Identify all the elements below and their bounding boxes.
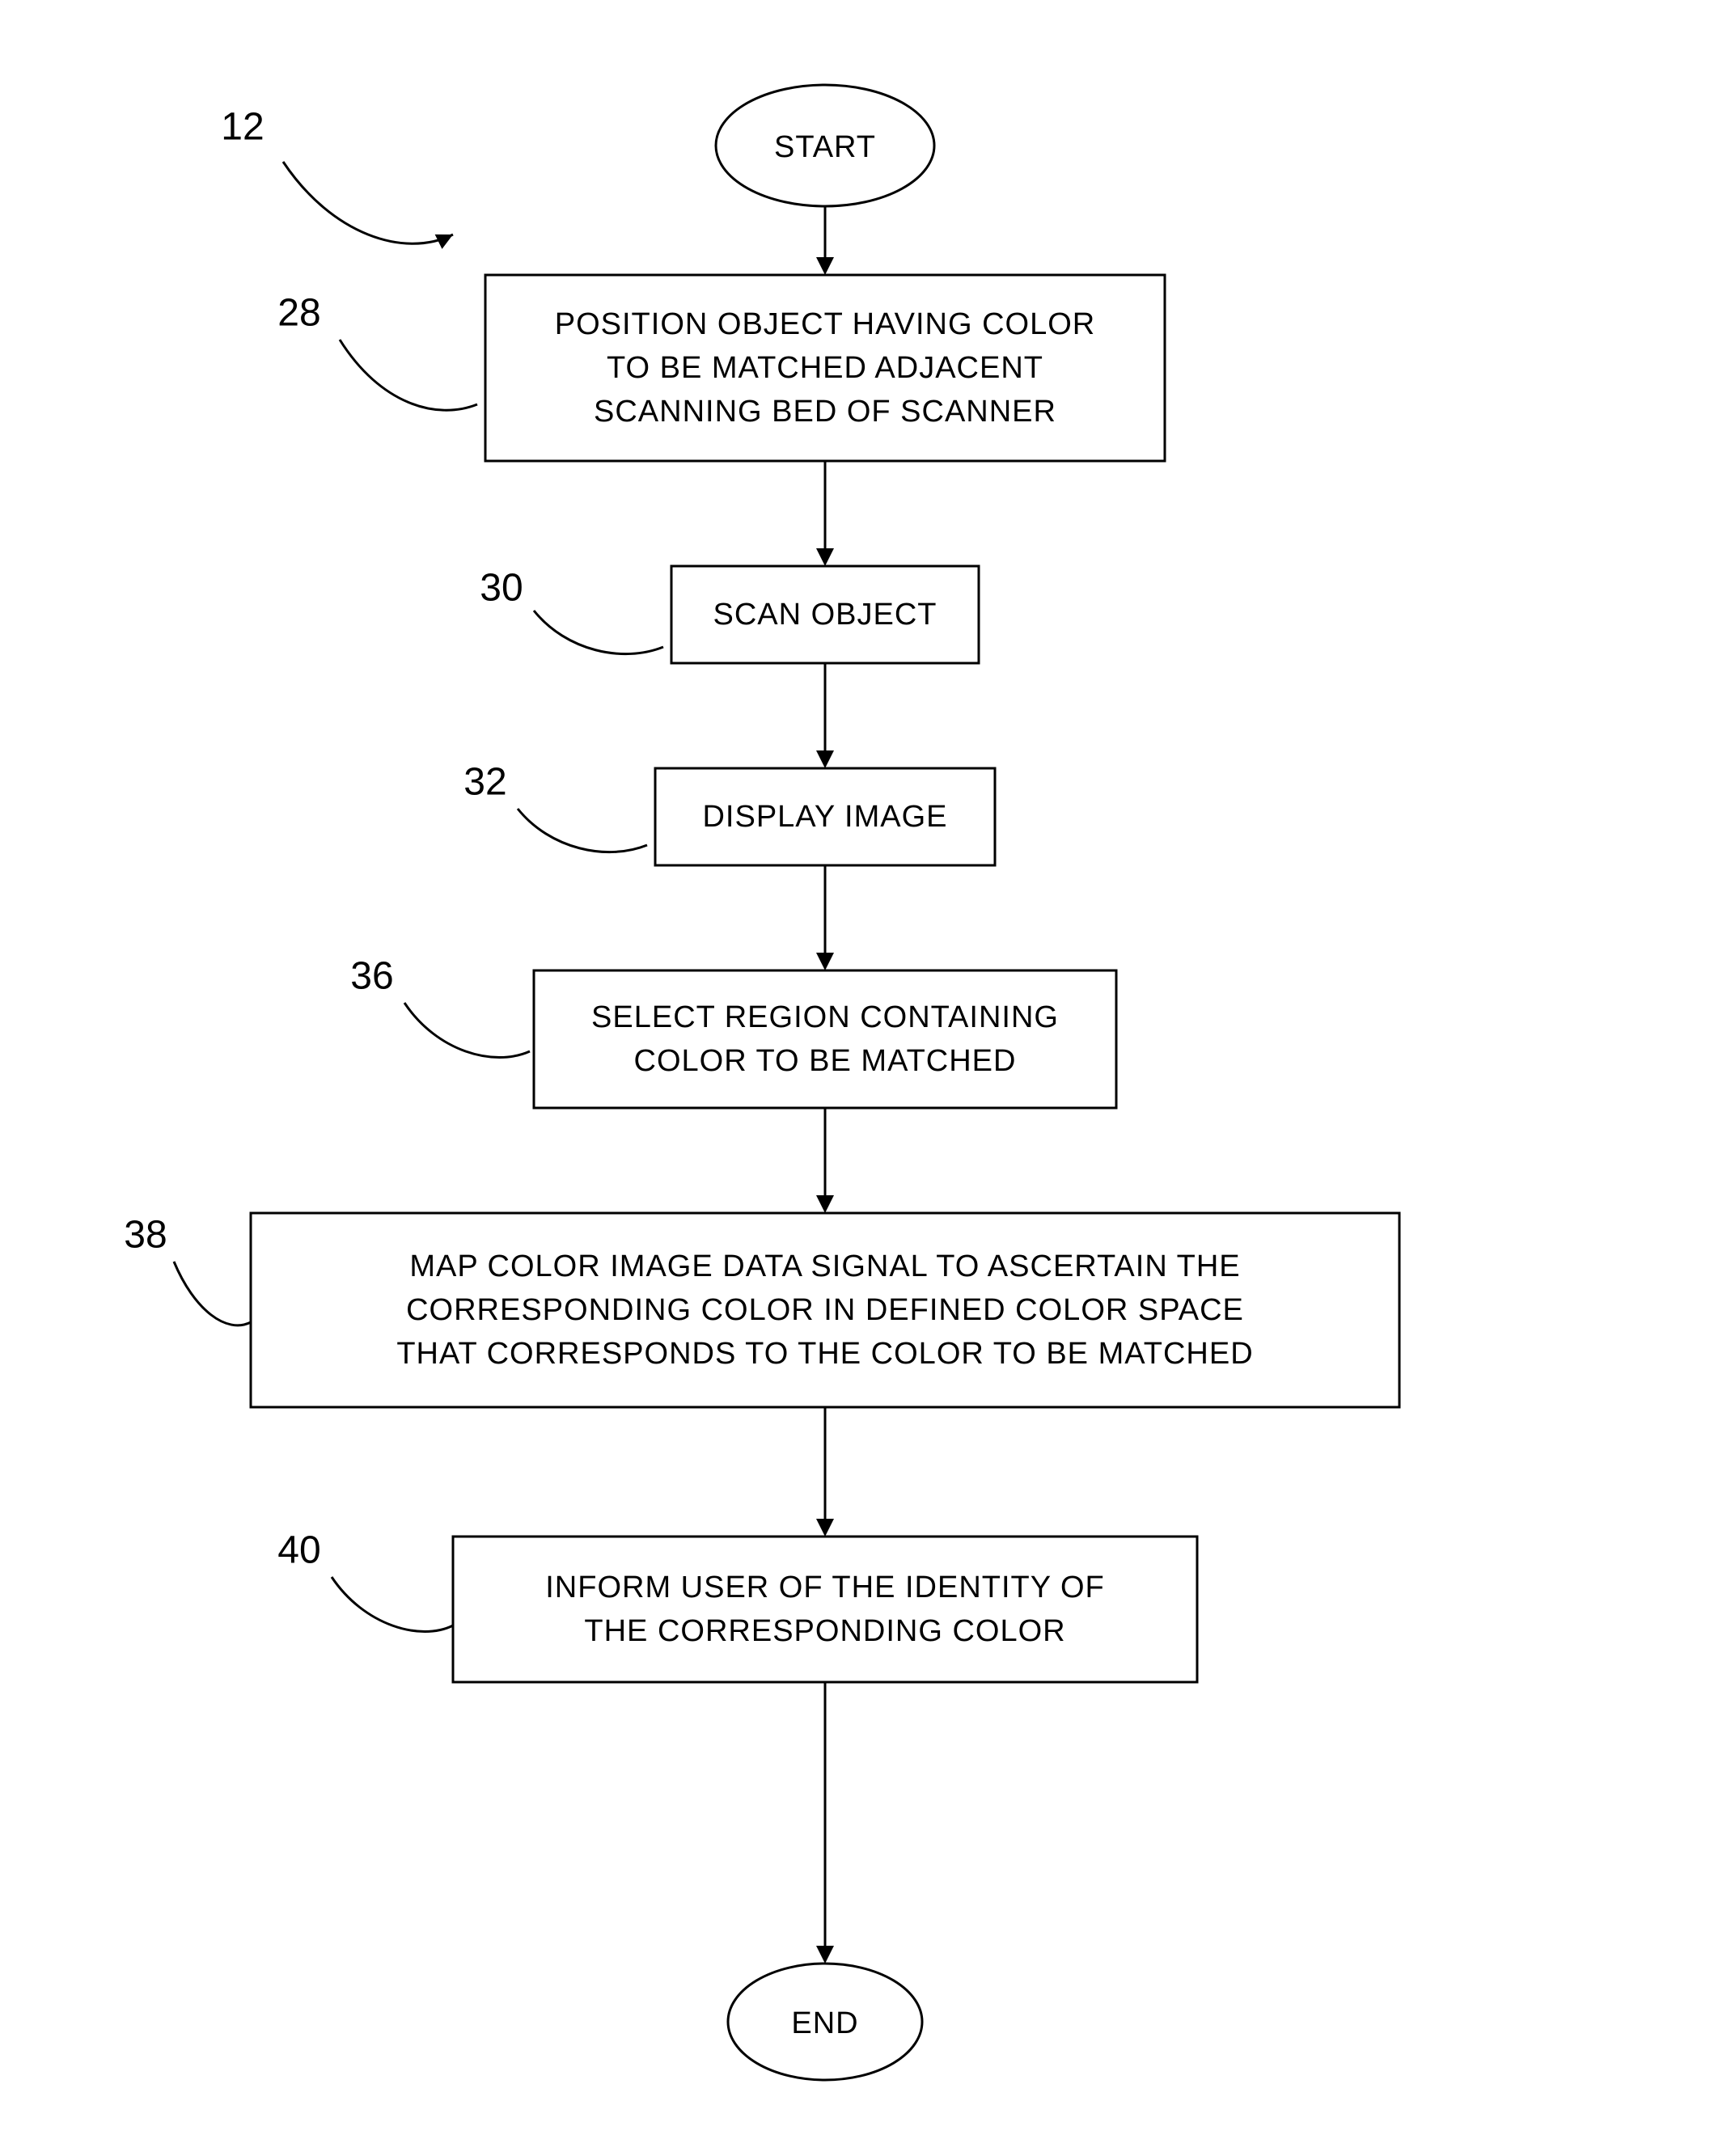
flow-arrow-head bbox=[816, 548, 834, 566]
process-text: DISPLAY IMAGE bbox=[702, 800, 947, 834]
process-text: THAT CORRESPONDS TO THE COLOR TO BE MATC… bbox=[396, 1337, 1253, 1371]
flow-arrow-head bbox=[816, 953, 834, 970]
diagram-ref-label: 12 bbox=[221, 106, 264, 149]
ref-label: 28 bbox=[277, 292, 320, 335]
diagram-ref-arrowhead bbox=[435, 235, 453, 249]
ref-label: 32 bbox=[463, 761, 506, 804]
ref-label: 30 bbox=[480, 567, 523, 610]
terminal-end-label: END bbox=[791, 2006, 858, 2040]
process-box bbox=[534, 970, 1116, 1108]
terminal-start-label: START bbox=[774, 130, 876, 164]
ref-leader bbox=[340, 340, 477, 410]
ref-label: 36 bbox=[350, 955, 393, 998]
process-text: INFORM USER OF THE IDENTITY OF bbox=[545, 1570, 1105, 1604]
flow-arrow-head bbox=[816, 1946, 834, 1964]
process-text: SCAN OBJECT bbox=[713, 598, 937, 632]
ref-leader bbox=[404, 1003, 530, 1058]
ref-label: 38 bbox=[124, 1214, 167, 1257]
flow-arrow-head bbox=[816, 1519, 834, 1537]
ref-leader bbox=[174, 1262, 251, 1325]
diagram-ref-leader bbox=[283, 162, 453, 243]
flow-arrow-head bbox=[816, 750, 834, 768]
process-text: COLOR TO BE MATCHED bbox=[634, 1044, 1017, 1078]
process-text: THE CORRESPONDING COLOR bbox=[584, 1614, 1065, 1648]
flowchart-svg: START POSITION OBJECT HAVING COLOR TO BE M… bbox=[0, 0, 1731, 2156]
flow-arrow-head bbox=[816, 1195, 834, 1213]
process-text: MAP COLOR IMAGE DATA SIGNAL TO ASCERTAIN… bbox=[409, 1249, 1240, 1283]
process-text: SELECT REGION CONTAINING bbox=[591, 1000, 1059, 1034]
process-box bbox=[453, 1537, 1197, 1682]
ref-leader bbox=[534, 611, 663, 654]
ref-leader bbox=[518, 809, 647, 852]
flowchart-container: START POSITION OBJECT HAVING COLOR TO BE M… bbox=[0, 0, 1731, 2156]
flow-arrow-head bbox=[816, 257, 834, 275]
process-text: CORRESPONDING COLOR IN DEFINED COLOR SPA… bbox=[406, 1293, 1244, 1327]
ref-leader bbox=[332, 1577, 453, 1632]
process-text: SCANNING BED OF SCANNER bbox=[594, 395, 1056, 429]
process-text: TO BE MATCHED ADJACENT bbox=[607, 351, 1043, 385]
process-text: POSITION OBJECT HAVING COLOR bbox=[555, 307, 1095, 341]
ref-label: 40 bbox=[277, 1529, 320, 1572]
